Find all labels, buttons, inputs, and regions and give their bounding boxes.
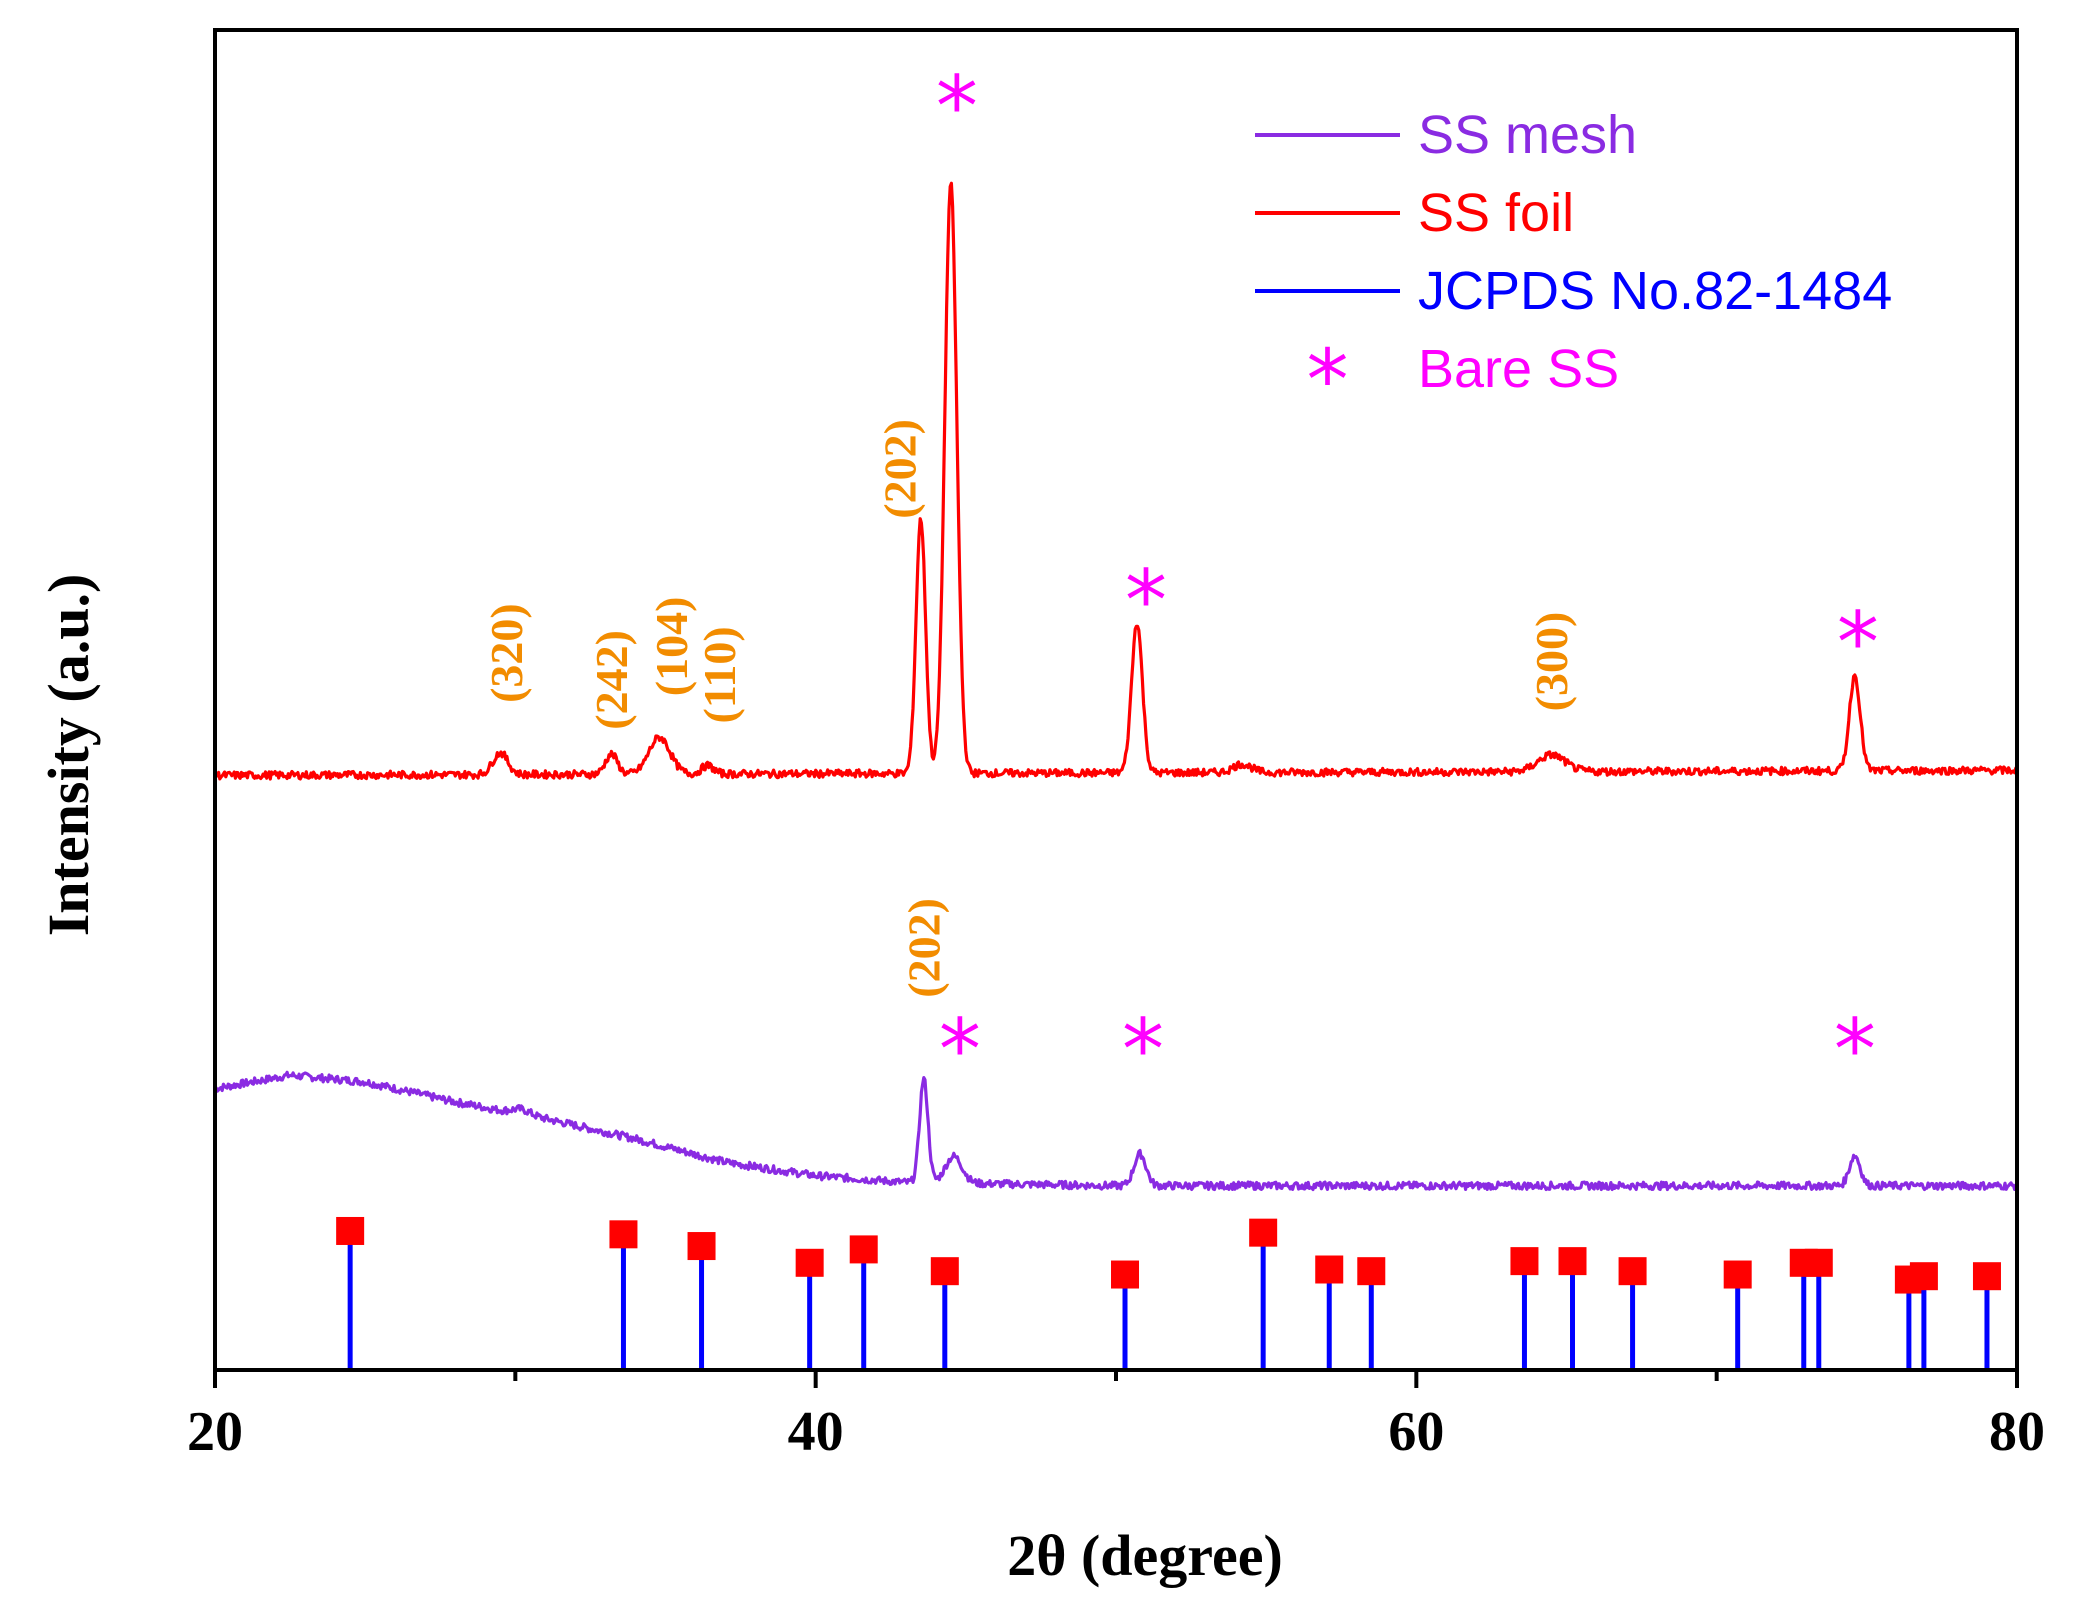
series-line-2 — [213, 181, 2018, 781]
axes: 20 40 60 80 — [187, 28, 2045, 1463]
reference-marker-1 — [336, 1216, 365, 1245]
reference-marker-16 — [1804, 1248, 1833, 1277]
reference-marker-8 — [1249, 1218, 1278, 1247]
legend-label-2: SS foil — [1418, 183, 1574, 243]
x-axis-title: 2θ (degree) — [1007, 1523, 1283, 1588]
y-axis-title: Intensity (a.u.) — [36, 574, 101, 937]
reference-marker-4 — [795, 1248, 824, 1277]
reference-marker-12 — [1558, 1247, 1587, 1276]
x-tick-label-1: 20 — [187, 1401, 243, 1463]
bare-ss-star-11: * — [939, 1000, 981, 1098]
series-line-1 — [214, 1070, 2019, 1192]
hkl-label-6: (300) — [1526, 612, 1577, 712]
hkl-label-5: (202) — [874, 419, 925, 519]
reference-marker-14 — [1723, 1260, 1752, 1289]
legend-label-3: JCPDS No.82-1484 — [1418, 261, 1892, 321]
hkl-label-4: (110) — [694, 626, 745, 723]
legend-label-1: SS mesh — [1418, 105, 1637, 165]
x-tick-label-3: 60 — [1388, 1401, 1444, 1463]
bare-ss-star-9: * — [1125, 552, 1167, 650]
reference-marker-6 — [930, 1257, 959, 1286]
reference-marker-18 — [1909, 1262, 1938, 1291]
reference-marker-2 — [609, 1220, 638, 1249]
hkl-label-3: (104) — [646, 597, 697, 697]
bare-ss-star-12: * — [1122, 1000, 1164, 1098]
hkl-label-1: (320) — [481, 603, 532, 703]
reference-marker-5 — [849, 1235, 878, 1264]
plot-area: (320) (242) (104)(110)(202)(300)(202)** ** *… — [213, 57, 2019, 1370]
reference-marker-7 — [1111, 1260, 1140, 1289]
hkl-label-2: (242) — [586, 630, 637, 730]
bare-ss-star-13: * — [1834, 1000, 1876, 1098]
legend-label-bare-ss: Bare SS — [1418, 339, 1619, 399]
reference-marker-3 — [687, 1232, 716, 1261]
legend-star-marker: * — [1307, 331, 1349, 429]
hkl-label-7: (202) — [898, 898, 949, 998]
reference-marker-19 — [1972, 1262, 2001, 1291]
x-tick-label-4: 80 — [1989, 1401, 2045, 1463]
reference-marker-9 — [1315, 1255, 1344, 1284]
reference-marker-10 — [1357, 1257, 1386, 1286]
reference-marker-11 — [1510, 1247, 1539, 1276]
reference-marker-13 — [1618, 1257, 1647, 1286]
legend: SS mesh SS foil JCPDS No.82-1484 * Bare SS — [1255, 105, 1892, 429]
bare-ss-star-10: * — [1837, 593, 1879, 691]
x-tick-label-2: 40 — [788, 1401, 844, 1463]
bare-ss-star-8: * — [936, 57, 978, 155]
